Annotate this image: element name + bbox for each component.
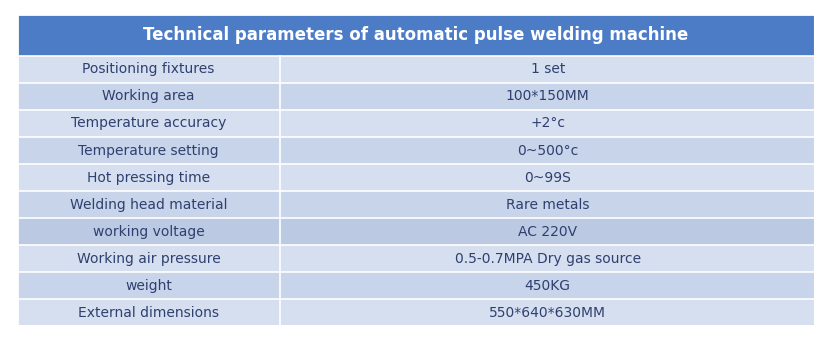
Bar [17,110,815,137]
Text: Working air pressure: Working air pressure [77,252,220,266]
Bar [17,164,815,191]
Text: 0~500°c: 0~500°c [518,143,578,157]
Text: 0~99S: 0~99S [524,171,572,185]
Text: External dimensions: External dimensions [78,306,219,320]
Text: Temperature setting: Temperature setting [78,143,219,157]
Bar [17,245,815,272]
Text: Rare metals: Rare metals [506,198,590,211]
Text: Positioning fixtures: Positioning fixtures [82,62,215,76]
Text: Technical parameters of automatic pulse welding machine: Technical parameters of automatic pulse … [143,26,689,44]
Text: 0.5-0.7MPA Dry gas source: 0.5-0.7MPA Dry gas source [455,252,641,266]
Text: weight: weight [125,279,172,293]
Text: Welding head material: Welding head material [70,198,227,211]
Bar [17,83,815,110]
Text: Hot pressing time: Hot pressing time [87,171,210,185]
Text: working voltage: working voltage [92,225,205,239]
Text: +2°c: +2°c [530,117,565,131]
Text: Temperature accuracy: Temperature accuracy [71,117,226,131]
Text: 450KG: 450KG [525,279,571,293]
Text: 1 set: 1 set [531,62,565,76]
Text: AC 220V: AC 220V [518,225,577,239]
Bar [17,299,815,326]
Text: 550*640*630MM: 550*640*630MM [489,306,607,320]
Bar [17,56,815,83]
Bar [17,14,815,56]
Text: Working area: Working area [102,89,195,103]
Bar [17,218,815,245]
Bar [17,272,815,299]
Bar [17,137,815,164]
Text: 100*150MM: 100*150MM [506,89,590,103]
Bar [17,191,815,218]
